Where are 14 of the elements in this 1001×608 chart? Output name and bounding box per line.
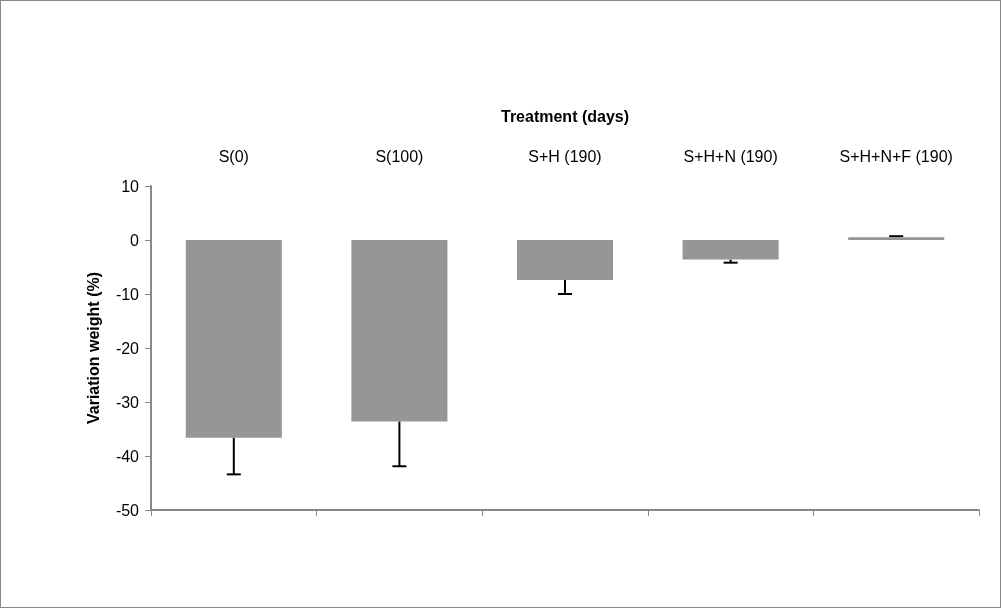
y-tick-label: -10	[115, 285, 140, 303]
y-axis-title: Variation weight (%)	[84, 271, 102, 425]
x-tick-label: S(0)	[218, 147, 249, 165]
x-tick-label: S+H (190)	[528, 147, 602, 165]
y-tick-label: -50	[115, 501, 140, 519]
y-tick-label: -40	[115, 447, 140, 465]
x-tick-label: S+H+N+F (190)	[839, 147, 953, 165]
y-tick-label: -20	[115, 339, 140, 357]
y-tick-label: 10	[121, 177, 140, 195]
y-tick-label: -30	[115, 393, 140, 411]
y-tick-label: 0	[130, 231, 140, 249]
x-axis-title: Treatment (days)	[500, 107, 630, 125]
x-tick-label: S+H+N (190)	[683, 147, 778, 165]
x-tick-label: S(100)	[375, 147, 424, 165]
